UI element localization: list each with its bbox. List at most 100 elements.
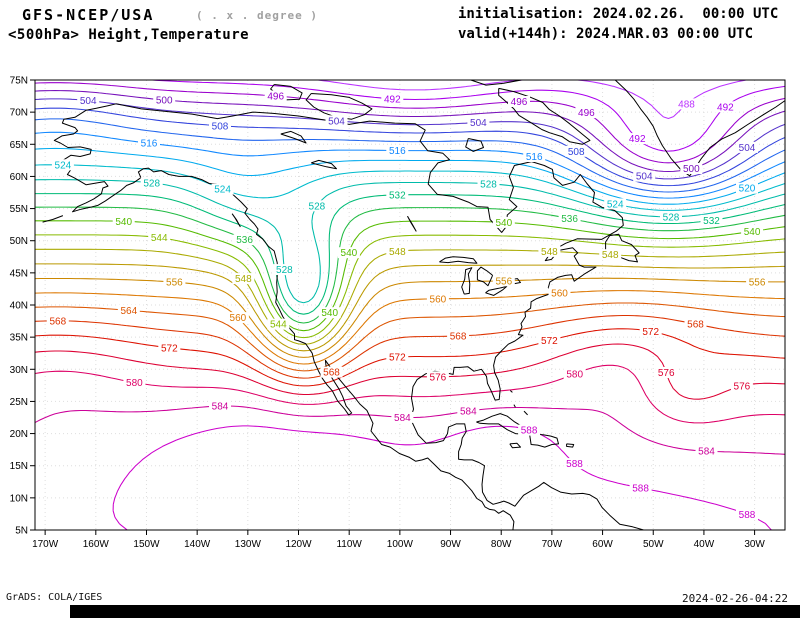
contour-label: 504 <box>470 118 487 129</box>
contour-label: 548 <box>602 250 619 261</box>
contour-line-564 <box>34 302 786 372</box>
contour-label-mask <box>633 170 656 182</box>
x-tick-label: 120W <box>285 539 312 550</box>
contour-label-mask <box>386 145 409 156</box>
contour-label: 556 <box>749 277 766 288</box>
contour-label: 496 <box>511 97 528 108</box>
contour-line-584 <box>34 405 786 455</box>
contour-label-mask <box>318 307 341 319</box>
coastline-path <box>311 159 337 170</box>
contour-line-576 <box>34 343 786 400</box>
contour-label: 492 <box>717 102 734 113</box>
contour-label: 536 <box>236 235 253 246</box>
contour-label: 560 <box>551 289 568 300</box>
x-tick-label: 40W <box>694 539 715 550</box>
contour-label-mask <box>153 94 176 106</box>
contour-label-mask <box>684 318 707 330</box>
contour-line-552 <box>35 263 785 352</box>
contour-label: 584 <box>698 447 715 458</box>
x-tick-label: 130W <box>235 539 262 550</box>
coastline-path <box>270 84 303 101</box>
contour-label-mask <box>675 98 698 110</box>
contour-label-mask <box>386 245 409 257</box>
contour-label: 532 <box>703 216 720 227</box>
coastline-path <box>461 267 473 295</box>
contour-label: 572 <box>541 336 558 347</box>
y-tick-label: 30N <box>10 365 28 376</box>
contour-label-mask <box>492 216 515 228</box>
contour-label-mask <box>211 183 234 195</box>
coastline-path <box>529 433 559 448</box>
contour-label: 492 <box>384 94 401 105</box>
valid-time-label: valid(+144h): 2024.MAR.03 00:00 UTC <box>458 26 754 42</box>
y-tick-label: 45N <box>10 268 28 279</box>
contour-label-mask <box>518 424 541 436</box>
contour-label-mask <box>548 287 571 299</box>
contour-label-mask <box>233 234 256 246</box>
contour-label-mask <box>138 137 160 149</box>
coastline-path <box>116 103 644 531</box>
contour-line-528 <box>34 179 786 304</box>
contour-label: 536 <box>561 214 578 225</box>
contour-label: 540 <box>115 217 132 228</box>
coastline-path <box>509 390 513 393</box>
contour-label: 504 <box>80 96 97 107</box>
contour-label-mask <box>655 367 678 378</box>
init-time-label: initialisation: 2024.02.26. 00:00 UTC <box>458 6 779 22</box>
contour-label-mask <box>320 366 343 378</box>
contour-label-mask <box>381 93 404 105</box>
y-tick-label: 65N <box>10 140 28 151</box>
contour-label: 496 <box>267 92 284 103</box>
contour-label-mask <box>337 247 360 259</box>
y-tick-label: 75N <box>10 76 28 87</box>
contour-label: 560 <box>430 294 447 305</box>
contour-label-mask <box>660 211 682 223</box>
contour-label: 528 <box>663 212 680 223</box>
contour-label: 532 <box>389 190 406 201</box>
contour-label-mask <box>563 368 586 380</box>
contour-label: 556 <box>166 278 183 289</box>
coastline-path <box>509 442 521 449</box>
contour-line-512 <box>34 118 786 193</box>
contour-label-mask <box>477 178 500 190</box>
contour-label: 548 <box>389 247 406 258</box>
contour-label: 568 <box>323 368 340 379</box>
contour-label: 540 <box>341 248 358 259</box>
contour-label: 500 <box>683 164 700 175</box>
contour-label-mask <box>158 342 181 354</box>
coastline-path <box>523 410 528 416</box>
contour-label-mask <box>558 213 581 225</box>
x-tick-label: 150W <box>133 539 160 550</box>
contour-label-mask <box>626 133 649 145</box>
contour-label: 540 <box>744 227 761 238</box>
y-tick-label: 25N <box>10 397 28 408</box>
x-tick-label: 140W <box>184 539 211 550</box>
contour-line-572 <box>34 328 786 387</box>
contour-label: 572 <box>389 353 406 364</box>
contour-line-540 <box>35 220 786 332</box>
contour-label-mask <box>232 273 255 285</box>
contour-label: 564 <box>120 306 137 317</box>
contour-label-mask <box>467 117 490 129</box>
contour-label: 516 <box>389 146 406 157</box>
y-tick-label: 40N <box>10 301 28 312</box>
contour-label: 584 <box>212 402 229 413</box>
coastline-path <box>465 138 484 152</box>
contour-label-mask <box>604 198 627 210</box>
contour-label: 568 <box>687 320 704 331</box>
contour-label: 524 <box>55 160 72 171</box>
contour-label-mask <box>305 200 328 212</box>
y-tick-label: 60N <box>10 172 28 183</box>
contour-label-mask <box>267 318 290 330</box>
contour-label: 584 <box>394 413 411 424</box>
contour-label-mask <box>273 264 296 276</box>
contour-label-mask <box>736 141 758 153</box>
contour-label-mask <box>77 95 100 107</box>
contour-label: 540 <box>495 218 512 229</box>
x-tick-label: 30W <box>744 539 765 550</box>
contour-line-560 <box>34 290 785 365</box>
coastline-path <box>280 130 307 144</box>
contour-label-mask <box>736 509 758 520</box>
